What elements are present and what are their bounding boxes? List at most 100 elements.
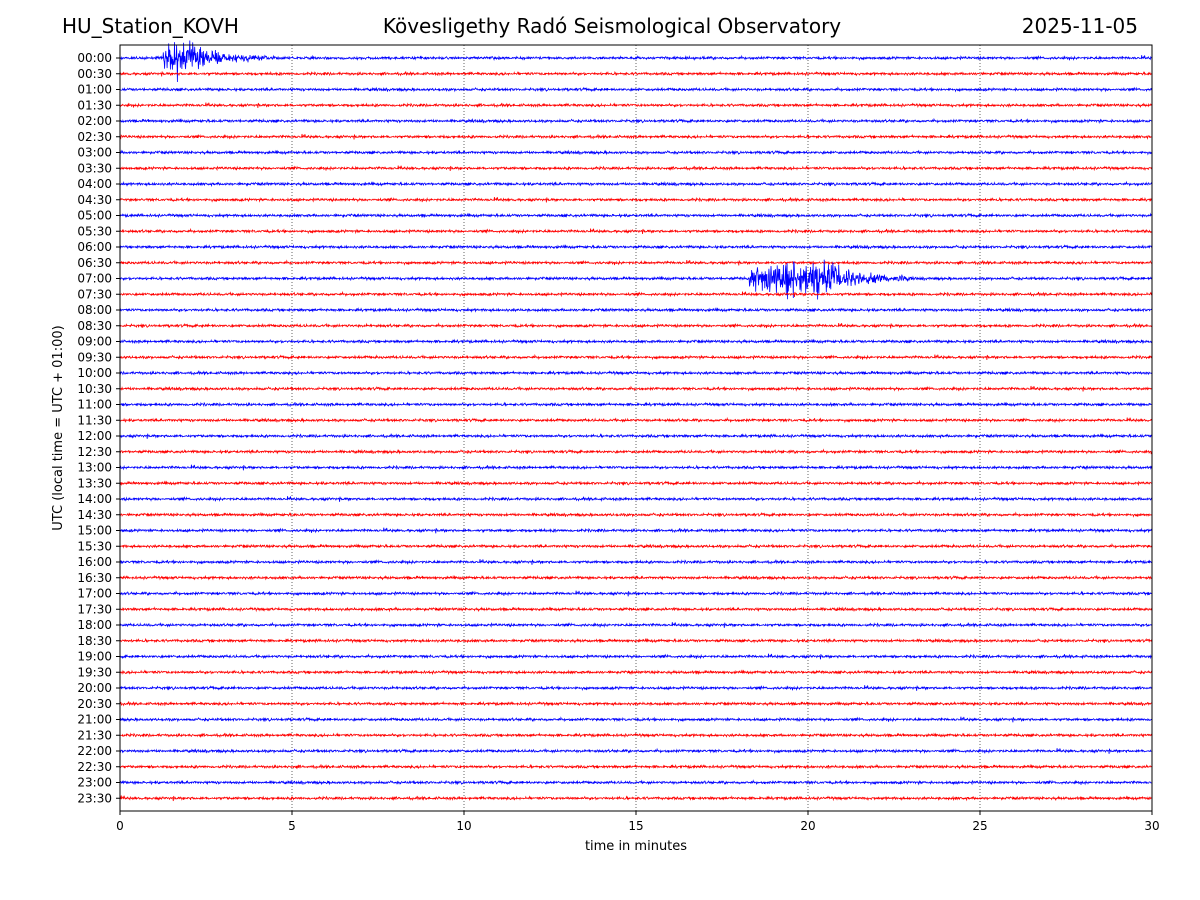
chart-date: 2025-11-05: [1021, 14, 1138, 38]
y-tick-label: 00:00: [77, 51, 112, 65]
trace-0230: [119, 133, 1152, 140]
trace-0500: [119, 212, 1152, 219]
y-tick-label: 01:30: [77, 98, 112, 112]
trace-1230: [119, 448, 1152, 455]
y-tick-label: 13:30: [77, 476, 112, 490]
trace-1530: [119, 542, 1152, 550]
trace-2330: [119, 795, 1152, 802]
x-tick-label: 30: [1144, 819, 1159, 833]
grid-lines: [291, 45, 981, 811]
x-tick-label: 25: [972, 819, 987, 833]
trace-0430: [119, 196, 1152, 203]
y-tick-label: 23:30: [77, 791, 112, 805]
y-tick-label: 11:00: [77, 398, 112, 412]
y-tick-label: 19:00: [77, 650, 112, 664]
trace-0730: [119, 290, 1152, 298]
y-tick-label: 14:30: [77, 508, 112, 522]
trace-0800: [119, 307, 1152, 313]
y-tick-label: 08:00: [77, 303, 112, 317]
trace-1430: [119, 511, 1152, 518]
y-tick-label: 02:30: [77, 130, 112, 144]
y-tick-label: 03:00: [77, 146, 112, 160]
trace-0400: [119, 180, 1152, 188]
trace-2100: [119, 716, 1152, 723]
trace-1030: [119, 385, 1152, 392]
y-tick-label: 19:30: [77, 665, 112, 679]
x-axis-ticks: 0 5 10 15 20 25 30: [116, 811, 1160, 833]
y-tick-label: 11:30: [77, 413, 112, 427]
y-tick-label: 02:00: [77, 114, 112, 128]
y-tick-label: 20:30: [77, 697, 112, 711]
trace-0600: [119, 244, 1152, 250]
trace-2230: [119, 763, 1152, 770]
trace-0630: [119, 259, 1152, 266]
trace-1800: [119, 621, 1152, 629]
y-tick-label: 22:30: [77, 760, 112, 774]
x-tick-label: 5: [288, 819, 296, 833]
trace-1600: [119, 559, 1152, 566]
y-tick-label: 05:00: [77, 209, 112, 223]
trace-0330: [119, 165, 1152, 172]
x-axis-label: time in minutes: [585, 839, 687, 854]
trace-1900: [119, 653, 1152, 660]
y-tick-label: 21:00: [77, 713, 112, 727]
trace-0900: [119, 338, 1152, 345]
y-tick-label: 03:30: [77, 161, 112, 175]
y-tick-label: 04:30: [77, 193, 112, 207]
y-tick-label: 06:00: [77, 240, 112, 254]
trace-1330: [119, 479, 1152, 487]
x-tick-label: 0: [116, 819, 124, 833]
y-tick-label: 12:30: [77, 445, 112, 459]
y-tick-label: 10:00: [77, 366, 112, 380]
y-tick-label: 22:00: [77, 744, 112, 758]
trace-0530: [119, 227, 1152, 235]
trace-0030: [119, 70, 1152, 77]
trace-2200: [119, 747, 1152, 755]
trace-0000: [119, 40, 1152, 83]
y-axis-label: UTC (local time = UTC + 01:00): [51, 325, 66, 530]
trace-0930: [119, 353, 1152, 361]
trace-0130: [119, 102, 1152, 109]
trace-1930: [119, 669, 1152, 676]
y-tick-label: 17:00: [77, 587, 112, 601]
trace-2000: [119, 684, 1152, 692]
y-tick-label: 15:30: [77, 539, 112, 553]
trace-2030: [119, 700, 1152, 707]
y-tick-label: 16:30: [77, 571, 112, 585]
y-tick-label: 04:00: [77, 177, 112, 191]
y-tick-label: 10:30: [77, 382, 112, 396]
y-tick-label: 23:00: [77, 776, 112, 790]
chart-title: Kövesligethy Radó Seismological Observat…: [382, 14, 842, 38]
trace-1200: [119, 433, 1152, 440]
y-tick-label: 17:30: [77, 602, 112, 616]
station-label: HU_Station_KOVH: [62, 14, 239, 38]
y-tick-label: 12:00: [77, 429, 112, 443]
x-tick-label: 15: [628, 819, 643, 833]
y-tick-label: 16:00: [77, 555, 112, 569]
y-tick-label: 00:30: [77, 67, 112, 81]
seismic-traces: [119, 40, 1152, 802]
y-tick-label: 18:30: [77, 634, 112, 648]
trace-0300: [119, 149, 1152, 156]
y-tick-label: 07:30: [77, 287, 112, 301]
x-tick-label: 10: [456, 819, 471, 833]
trace-0200: [119, 117, 1152, 125]
y-tick-label: 01:00: [77, 83, 112, 97]
trace-1000: [119, 369, 1152, 376]
trace-1700: [119, 590, 1152, 597]
trace-1730: [119, 606, 1152, 613]
trace-0100: [119, 86, 1152, 93]
trace-2300: [119, 779, 1152, 786]
trace-1300: [119, 464, 1152, 471]
trace-1130: [119, 416, 1152, 424]
trace-1100: [119, 401, 1152, 408]
y-tick-label: 15:00: [77, 524, 112, 538]
trace-1830: [119, 637, 1152, 644]
trace-2130: [120, 732, 1152, 739]
trace-1630: [119, 574, 1152, 581]
trace-1500: [119, 527, 1152, 534]
y-tick-label: 20:00: [77, 681, 112, 695]
x-tick-label: 20: [800, 819, 815, 833]
